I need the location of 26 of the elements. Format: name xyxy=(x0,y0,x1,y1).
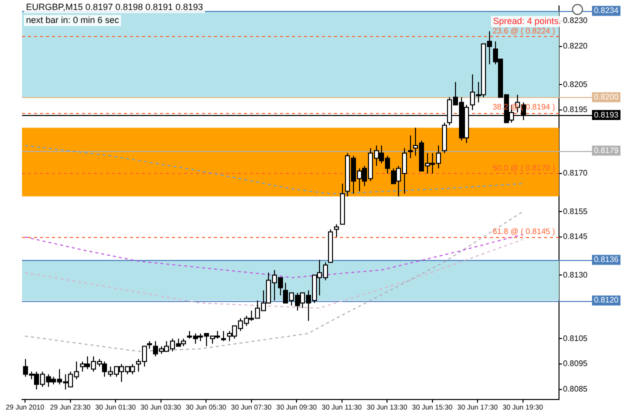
line-series xyxy=(24,239,524,309)
y-tick-label: 0.8105 xyxy=(563,334,588,343)
ref-line-label: 23.6 @ ( 0.8224 ) xyxy=(492,26,556,36)
ref-line-label: 61.8 @ ( 0.8145 ) xyxy=(492,227,556,236)
annotation: next bar in: 0 min 6 sec xyxy=(24,15,122,26)
ref-line-label: 0.8193 xyxy=(594,110,620,120)
y-tick-label: 0.8195 xyxy=(563,105,588,114)
y-tick-label: 0.8130 xyxy=(563,270,588,280)
chart-title: EURGBP,M15 0.8197 0.8198 0.8191 0.8193 xyxy=(24,2,205,13)
y-tick-label: 0.8205 xyxy=(563,80,588,89)
ref-line-label: 0.8234 xyxy=(594,6,620,16)
ref-line-label: 0.8200 xyxy=(594,92,620,102)
y-tick-label: 0.8085 xyxy=(563,384,588,394)
y-tick-label: 0.8095 xyxy=(563,359,588,368)
y-tick-label: 0.8220 xyxy=(563,42,588,51)
y-tick-label: 0.8170 xyxy=(563,168,588,178)
line-series xyxy=(24,145,524,194)
y-tick-label: 0.8155 xyxy=(563,206,588,216)
y-tick-label: 0.8230 xyxy=(563,16,588,26)
y-tick-label: 0.8145 xyxy=(563,232,588,242)
ref-line-label: 50.0 @ ( 0.8170 ) xyxy=(492,164,556,173)
ref-line-label: 0.8120 xyxy=(594,296,620,305)
annotation: Spread: 4 points. xyxy=(490,16,563,27)
ref-line-label: 0.8136 xyxy=(594,255,620,264)
line-series xyxy=(24,211,524,352)
ref-line-label: 0.8179 xyxy=(594,146,620,155)
